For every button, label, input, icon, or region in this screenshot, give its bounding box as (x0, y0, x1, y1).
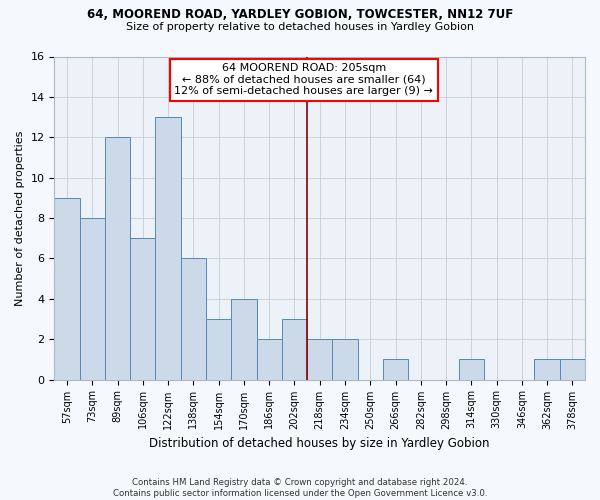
Text: Contains HM Land Registry data © Crown copyright and database right 2024.
Contai: Contains HM Land Registry data © Crown c… (113, 478, 487, 498)
Bar (80, 218, 105, 380)
Bar (383, 360, 408, 380)
Bar (130, 238, 155, 380)
Bar (307, 339, 332, 380)
Text: 64 MOOREND ROAD: 205sqm
← 88% of detached houses are smaller (64)
12% of semi-de: 64 MOOREND ROAD: 205sqm ← 88% of detache… (175, 63, 433, 96)
Bar (105, 138, 130, 380)
Bar (206, 319, 231, 380)
Bar (181, 258, 206, 380)
Bar (458, 360, 484, 380)
Bar (332, 339, 358, 380)
Y-axis label: Number of detached properties: Number of detached properties (15, 130, 25, 306)
Bar (535, 360, 560, 380)
Text: Size of property relative to detached houses in Yardley Gobion: Size of property relative to detached ho… (126, 22, 474, 32)
Bar (231, 299, 257, 380)
Text: 64, MOOREND ROAD, YARDLEY GOBION, TOWCESTER, NN12 7UF: 64, MOOREND ROAD, YARDLEY GOBION, TOWCES… (87, 8, 513, 20)
X-axis label: Distribution of detached houses by size in Yardley Gobion: Distribution of detached houses by size … (149, 437, 490, 450)
Bar (282, 319, 307, 380)
Bar (155, 117, 181, 380)
Bar (257, 339, 282, 380)
Bar (55, 198, 80, 380)
Bar (560, 360, 585, 380)
